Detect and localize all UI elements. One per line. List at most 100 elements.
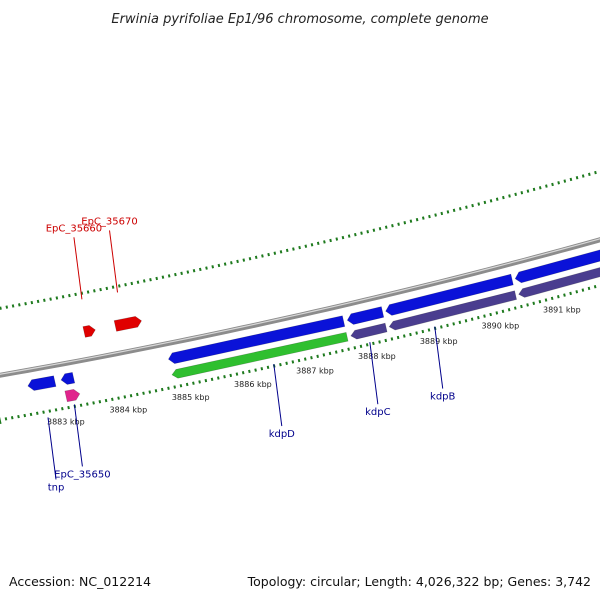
scale-tick-lower — [216, 376, 220, 380]
scale-tick-upper — [465, 205, 468, 209]
scale-tick-upper — [267, 252, 270, 257]
scale-tick-lower — [285, 361, 288, 365]
scale-tick-lower — [458, 320, 462, 325]
scale-tick-lower — [483, 314, 486, 318]
kbp-label: 3887 kbp — [296, 366, 334, 375]
scale-tick-lower — [520, 304, 523, 309]
scale-tick-upper — [378, 227, 382, 231]
scale-tick-upper — [142, 279, 146, 283]
scale-tick-lower — [489, 312, 492, 317]
scale-tick-lower — [378, 340, 381, 344]
scale-tick-upper — [118, 284, 121, 288]
scale-tick-lower — [384, 338, 388, 343]
scale-tick-upper — [341, 235, 345, 240]
scale-tick-upper — [428, 214, 431, 219]
feature-kdpc-arrow — [350, 322, 388, 340]
scale-tick-upper — [217, 263, 221, 268]
scale-tick-upper — [514, 192, 517, 197]
feature-operon-arrow — [518, 267, 600, 298]
scale-tick-lower — [10, 416, 14, 420]
scale-tick-lower — [198, 380, 201, 384]
scale-tick-lower — [359, 344, 363, 349]
scale-tick-lower — [446, 323, 449, 328]
scale-tick-lower — [48, 409, 52, 413]
scale-tick-upper — [93, 289, 96, 293]
scale-tick-upper — [99, 287, 102, 292]
scale-tick-upper — [167, 274, 171, 278]
chromosome-backbone — [0, 237, 600, 378]
scale-tick-upper — [372, 228, 376, 232]
scale-tick-upper — [557, 181, 560, 185]
chromosome-backbone-highlight — [0, 238, 600, 375]
scale-tick-lower — [142, 391, 145, 395]
kbp-label: 3886 kbp — [234, 380, 272, 389]
scale-tick-upper — [563, 179, 567, 183]
scale-tick-upper — [538, 186, 542, 190]
feature-kdpb-arrow — [388, 290, 517, 331]
scale-tick-upper — [273, 251, 277, 255]
scale-tick-lower — [501, 309, 505, 314]
scale-tick-lower — [334, 350, 338, 354]
kbp-label: 3889 kbp — [420, 337, 458, 346]
scale-tick-lower — [421, 329, 425, 334]
leader-kdpb — [434, 326, 444, 389]
scale-tick-lower — [347, 347, 350, 351]
scale-tick-upper — [149, 278, 152, 282]
scale-tick-lower — [402, 334, 406, 338]
scale-tick-lower — [104, 398, 108, 403]
scale-tick-lower — [587, 286, 591, 291]
scale-tick-lower — [23, 413, 27, 418]
scale-tick-lower — [61, 407, 64, 411]
map-title: Erwinia pyrifoliae Ep1/96 chromosome, co… — [111, 12, 488, 27]
scale-tick-lower — [79, 403, 83, 407]
scale-tick-upper — [254, 255, 258, 260]
scale-tick-lower — [17, 414, 20, 419]
scale-tick-upper — [261, 254, 264, 258]
scale-tick-lower — [241, 371, 245, 375]
scale-tick-upper — [292, 247, 295, 251]
gene-label-epc_35660: EpC_35660 — [46, 223, 102, 234]
scale-tick-lower — [279, 362, 282, 367]
scale-tick-upper — [11, 304, 15, 308]
kbp-label: 3888 kbp — [358, 352, 396, 361]
scale-tick-lower — [92, 401, 95, 405]
scale-tick-lower — [513, 306, 517, 310]
scale-tick-upper — [211, 265, 215, 269]
scale-tick-upper — [36, 299, 40, 304]
leader-tnp — [47, 417, 57, 480]
scale-tick-upper — [310, 243, 314, 247]
scale-tick-upper — [323, 240, 326, 244]
scale-tick-upper — [440, 211, 444, 216]
scale-tick-upper — [551, 182, 554, 187]
scale-tick-lower — [35, 411, 39, 415]
scale-tick-upper — [391, 224, 394, 228]
scale-tick-upper — [285, 248, 289, 253]
scale-tick-lower — [538, 299, 542, 304]
scale-tick-lower — [575, 290, 579, 294]
scale-tick-lower — [365, 343, 369, 347]
scale-tick-upper — [569, 177, 573, 182]
scale-tick-lower — [557, 295, 560, 299]
scale-tick-upper — [545, 184, 548, 188]
feature-epc_35660-arrow — [82, 325, 96, 338]
feature-kdpd-arrow — [171, 331, 349, 379]
scale-tick-lower — [135, 392, 139, 397]
scale-tick-upper — [495, 197, 499, 201]
scale-tick-upper — [230, 261, 233, 265]
scale-tick-lower — [254, 368, 257, 372]
scale-tick-upper — [508, 194, 511, 198]
scale-tick-upper — [434, 213, 437, 217]
scale-tick-lower — [42, 410, 45, 414]
scale-tick-lower — [427, 328, 431, 332]
scale-tick-lower — [581, 288, 585, 292]
scale-tick-lower — [248, 369, 251, 374]
leader-kdpd — [273, 363, 283, 427]
scale-tick-lower — [452, 322, 455, 326]
scale-tick-lower — [569, 291, 572, 296]
scale-tick-upper — [588, 172, 591, 177]
scale-tick-upper — [421, 216, 425, 220]
scale-tick-lower — [495, 311, 499, 315]
scale-tick-upper — [298, 245, 301, 250]
scale-tick-lower — [353, 346, 357, 350]
scale-tick-lower — [303, 357, 307, 361]
